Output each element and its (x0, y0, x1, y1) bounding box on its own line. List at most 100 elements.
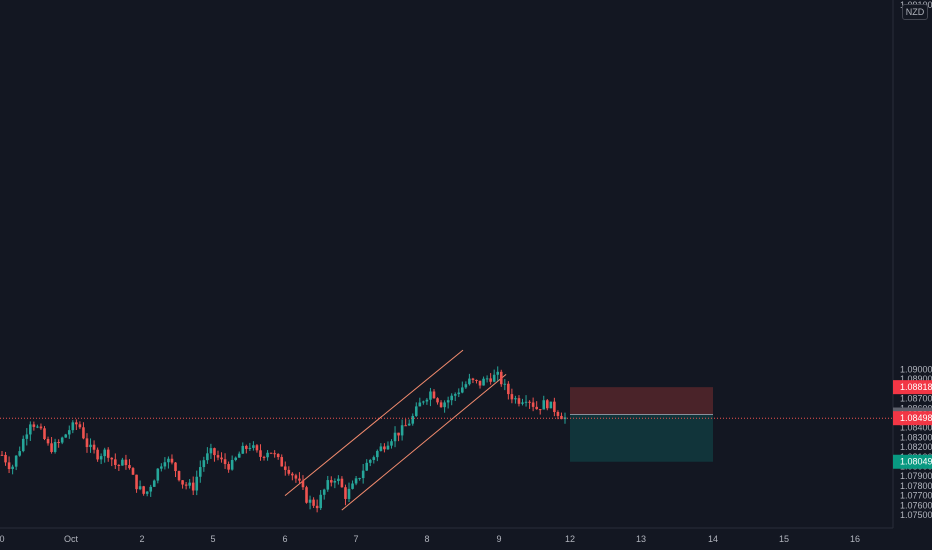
time-tick-label: 0 (0, 534, 5, 544)
candle-body (135, 474, 138, 490)
time-tick-label: Oct (64, 534, 79, 544)
candle-body (71, 422, 75, 431)
currency-badge[interactable]: NZD (902, 4, 928, 20)
candle-body (29, 424, 32, 435)
trend-channel[interactable] (284, 349, 507, 511)
candle-body (549, 401, 553, 409)
candle-body (489, 378, 492, 382)
candle-body (223, 459, 227, 465)
candle-body (425, 399, 429, 402)
candle-body (383, 446, 386, 450)
candle-body (545, 400, 549, 409)
candle-body (376, 450, 379, 458)
candle-body (326, 480, 330, 490)
candle-body (524, 401, 528, 403)
candle-body (499, 371, 503, 385)
candle-body (18, 451, 22, 456)
candle-body (110, 457, 114, 460)
price-tag-label: 1.08498 (900, 413, 932, 423)
time-tick-label: 16 (850, 534, 860, 544)
time-axis[interactable]: 0 Oct 2 5 6 7 8 9 12 13 14 15 16 (0, 527, 893, 544)
candle-body (57, 442, 60, 444)
candle-body (503, 383, 507, 385)
candle-body (106, 449, 110, 458)
candle-body (60, 437, 64, 443)
price-tick-label: 1.08900 (900, 374, 932, 384)
price-tick-label: 1.07800 (900, 481, 932, 491)
candle-body (330, 480, 333, 483)
candle-body (439, 402, 443, 408)
candle-body (507, 383, 510, 395)
candle-body (368, 459, 372, 463)
candle-body (301, 480, 305, 488)
candle-body (121, 459, 124, 466)
candle-body (248, 447, 252, 449)
candle-body (298, 478, 301, 481)
candle-body (36, 426, 39, 428)
candle-body (82, 427, 85, 439)
candle-body (514, 398, 517, 400)
candle-body (163, 462, 167, 467)
candle-body (145, 491, 149, 494)
price-tag-bg (893, 380, 932, 395)
candle-body (262, 456, 266, 458)
candle-body (25, 434, 29, 439)
candle-body (266, 452, 269, 458)
candle-body (7, 462, 11, 470)
candle-body (252, 445, 255, 448)
candle-body (287, 469, 291, 474)
candle-body (11, 466, 14, 470)
time-tick-label: 12 (565, 534, 575, 544)
candle-body (255, 445, 259, 451)
candle-body (510, 394, 514, 400)
candle-body (429, 391, 432, 400)
candle-body (191, 482, 195, 491)
price-tag-bg (893, 454, 932, 469)
candle-body (393, 432, 397, 442)
channel-line-2 (341, 373, 507, 511)
time-tick-label: 7 (353, 534, 358, 544)
position-zones[interactable] (570, 387, 713, 462)
candle-body (308, 499, 312, 503)
candle-body (75, 422, 78, 425)
candle-body (181, 480, 184, 485)
candle-body (174, 462, 177, 472)
candle-body (485, 378, 489, 380)
candle-body (411, 415, 415, 424)
time-tick-label: 9 (496, 534, 501, 544)
candle-body (496, 371, 500, 375)
candle-body (535, 406, 538, 410)
candle-body (386, 445, 390, 450)
candle-body (167, 458, 170, 463)
price-tick-label: 1.07500 (900, 510, 932, 520)
candle-body (471, 378, 475, 380)
candle-body (96, 449, 99, 460)
candle-body (280, 457, 284, 467)
price-tag: 1.08818 (893, 380, 932, 395)
price-tick-label: 1.08200 (900, 442, 932, 452)
candle-body (117, 464, 121, 466)
candle-body (78, 424, 82, 428)
candle-body (0, 454, 4, 456)
price-tick-label: 1.07700 (900, 491, 932, 501)
candle-body (468, 378, 471, 385)
candle-body (538, 409, 542, 411)
price-tag-bg (893, 411, 932, 426)
price-tick-label: 1.07600 (900, 500, 932, 510)
candle-body (365, 462, 369, 471)
candle-body (46, 439, 50, 444)
candle-body (319, 494, 322, 509)
candle-body (156, 468, 160, 481)
candle-body (556, 412, 560, 416)
candle-body (492, 374, 496, 382)
price-tag: 1.08498 (893, 411, 932, 426)
candle-body (216, 455, 220, 458)
candle-body (188, 482, 191, 486)
candle-body (315, 505, 319, 509)
time-tick-label: 13 (636, 534, 646, 544)
candle-body (128, 465, 131, 469)
candle-body (177, 471, 181, 481)
